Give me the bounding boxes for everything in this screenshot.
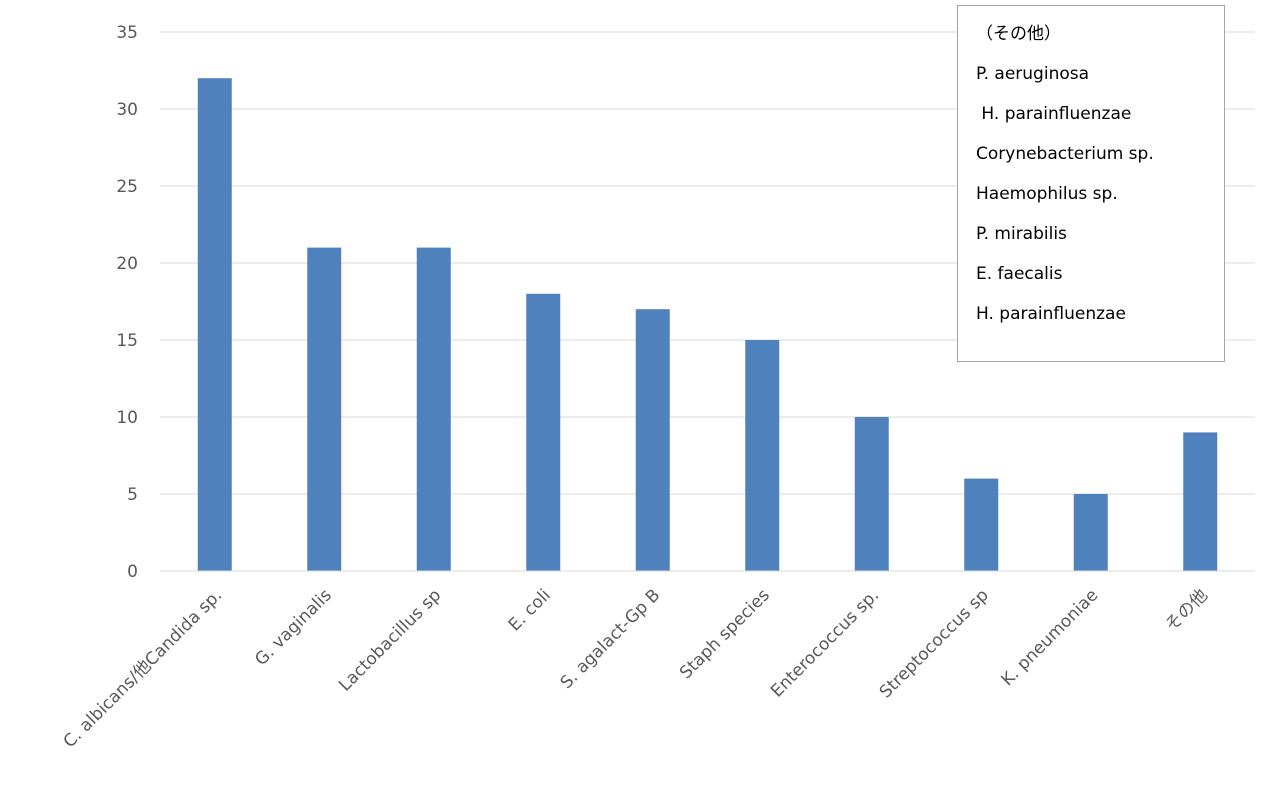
y-tick-label: 10 xyxy=(116,408,138,428)
y-tick-label: 25 xyxy=(116,177,138,197)
other-species-note-box: （その他） P. aeruginosa H. parainfluenzae Co… xyxy=(957,5,1225,362)
category-label: K. pneumoniae xyxy=(998,585,1103,690)
bar xyxy=(635,309,670,571)
bar xyxy=(1073,494,1108,571)
y-tick-label: 5 xyxy=(127,485,138,505)
bar xyxy=(307,247,342,571)
bar xyxy=(745,340,780,571)
category-label: Enterococcus sp. xyxy=(767,585,883,701)
y-tick-label: 0 xyxy=(127,562,138,582)
x-axis-categories: C. albicans/他Candida sp. G. vaginalis Lact… xyxy=(60,585,1212,752)
note-item: H. parainfluenzae xyxy=(976,304,1126,324)
note-item: E. faecalis xyxy=(976,264,1063,284)
y-axis-ticks: 0 5 10 15 20 25 30 35 xyxy=(116,23,138,582)
category-label: Lactobacillus sp xyxy=(335,585,445,695)
bars xyxy=(197,78,1218,571)
bar xyxy=(526,293,561,571)
category-label: Streptococcus sp xyxy=(876,585,993,702)
bar xyxy=(416,247,451,571)
category-label: G. vaginalis xyxy=(251,585,336,670)
category-label: C. albicans/他Candida sp. xyxy=(60,585,227,752)
category-label: その他 xyxy=(1162,585,1212,635)
note-item: P. mirabilis xyxy=(976,224,1067,244)
y-tick-label: 20 xyxy=(116,254,138,274)
note-item: H. parainfluenzae xyxy=(976,104,1132,124)
bar xyxy=(964,478,999,571)
note-item: P. aeruginosa xyxy=(976,64,1090,84)
gridlines xyxy=(160,31,1255,495)
note-box-title: （その他） xyxy=(976,24,1061,44)
y-tick-label: 30 xyxy=(116,100,138,120)
bar xyxy=(1183,432,1218,571)
note-box-list: P. aeruginosa H. parainfluenzae Coryneba… xyxy=(976,60,1224,328)
bar xyxy=(197,78,232,571)
note-item: Corynebacterium sp. xyxy=(976,144,1154,164)
y-tick-label: 15 xyxy=(116,331,138,351)
category-label: Staph species xyxy=(676,585,774,683)
note-item: Haemophilus sp. xyxy=(976,184,1118,204)
y-tick-label: 35 xyxy=(116,23,138,43)
category-label: E. coli xyxy=(505,585,555,635)
category-label: S. agalact-Gp B xyxy=(557,585,665,693)
bar xyxy=(854,417,889,571)
